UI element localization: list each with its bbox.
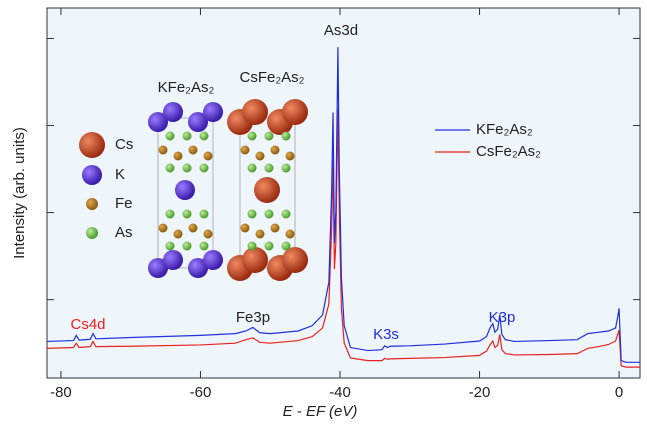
atom bbox=[256, 230, 265, 239]
x-tick-label: 0 bbox=[615, 384, 623, 401]
atom bbox=[159, 224, 168, 233]
atom-legend-label: As bbox=[115, 224, 133, 241]
atom bbox=[183, 210, 192, 219]
atom bbox=[282, 242, 291, 251]
atom bbox=[163, 250, 183, 270]
x-tick-label: -60 bbox=[190, 384, 212, 401]
atom bbox=[189, 224, 198, 233]
atom bbox=[286, 152, 295, 161]
atom bbox=[183, 242, 192, 251]
annotation: K3s bbox=[373, 326, 399, 343]
atom bbox=[256, 152, 265, 161]
atom bbox=[183, 164, 192, 173]
annotation: Cs4d bbox=[70, 316, 105, 333]
annotation: Fe3p bbox=[236, 309, 270, 326]
atom bbox=[282, 164, 291, 173]
atom bbox=[282, 132, 291, 141]
atom-legend-label: K bbox=[115, 166, 125, 183]
atom bbox=[86, 198, 98, 210]
atom bbox=[248, 132, 257, 141]
x-axis-label: E - EF (eV) bbox=[283, 403, 358, 420]
atom bbox=[286, 230, 295, 239]
atom bbox=[242, 99, 268, 125]
atom bbox=[166, 210, 175, 219]
atom bbox=[159, 146, 168, 155]
atom bbox=[200, 210, 209, 219]
atom bbox=[163, 102, 183, 122]
atom bbox=[282, 247, 308, 273]
x-tick-label: -80 bbox=[50, 384, 72, 401]
chart: E - EF (eV) Intensity (arb. units) -80 -6… bbox=[0, 0, 647, 431]
atom bbox=[183, 132, 192, 141]
atom bbox=[175, 180, 195, 200]
atom bbox=[200, 164, 209, 173]
atom bbox=[189, 146, 198, 155]
atom bbox=[271, 146, 280, 155]
legend-label: KFe₂As₂ bbox=[476, 121, 533, 138]
atom bbox=[166, 242, 175, 251]
atom bbox=[204, 152, 213, 161]
atom bbox=[86, 227, 98, 239]
atom bbox=[203, 102, 223, 122]
annotation: K3p bbox=[489, 309, 516, 326]
atom bbox=[282, 210, 291, 219]
atom bbox=[203, 250, 223, 270]
atom bbox=[82, 165, 102, 185]
annotation: As3d bbox=[324, 22, 358, 39]
atom bbox=[265, 210, 274, 219]
atom-legend-label: Cs bbox=[115, 136, 133, 153]
atom bbox=[271, 224, 280, 233]
atom-legend-label: Fe bbox=[115, 195, 133, 212]
atom bbox=[242, 247, 268, 273]
atom bbox=[265, 132, 274, 141]
atom bbox=[248, 164, 257, 173]
atom bbox=[265, 164, 274, 173]
x-tick-label: -40 bbox=[329, 384, 351, 401]
atom bbox=[174, 230, 183, 239]
atom bbox=[79, 132, 105, 158]
structure-title: CsFe₂As₂ bbox=[240, 69, 305, 86]
atom bbox=[241, 224, 250, 233]
atom bbox=[265, 242, 274, 251]
x-tick-label: -20 bbox=[469, 384, 491, 401]
atom bbox=[254, 177, 280, 203]
atom bbox=[248, 242, 257, 251]
atom bbox=[204, 230, 213, 239]
atom bbox=[248, 210, 257, 219]
page: E - EF (eV) Intensity (arb. units) -80 -6… bbox=[0, 0, 647, 431]
atom bbox=[241, 146, 250, 155]
legend-label: CsFe₂As₂ bbox=[476, 143, 541, 160]
atom bbox=[200, 242, 209, 251]
atom bbox=[200, 132, 209, 141]
structure-title: KFe₂As₂ bbox=[158, 79, 215, 96]
atom bbox=[174, 152, 183, 161]
atom bbox=[166, 132, 175, 141]
atom bbox=[282, 99, 308, 125]
y-axis-label: Intensity (arb. units) bbox=[11, 127, 28, 259]
atom bbox=[166, 164, 175, 173]
